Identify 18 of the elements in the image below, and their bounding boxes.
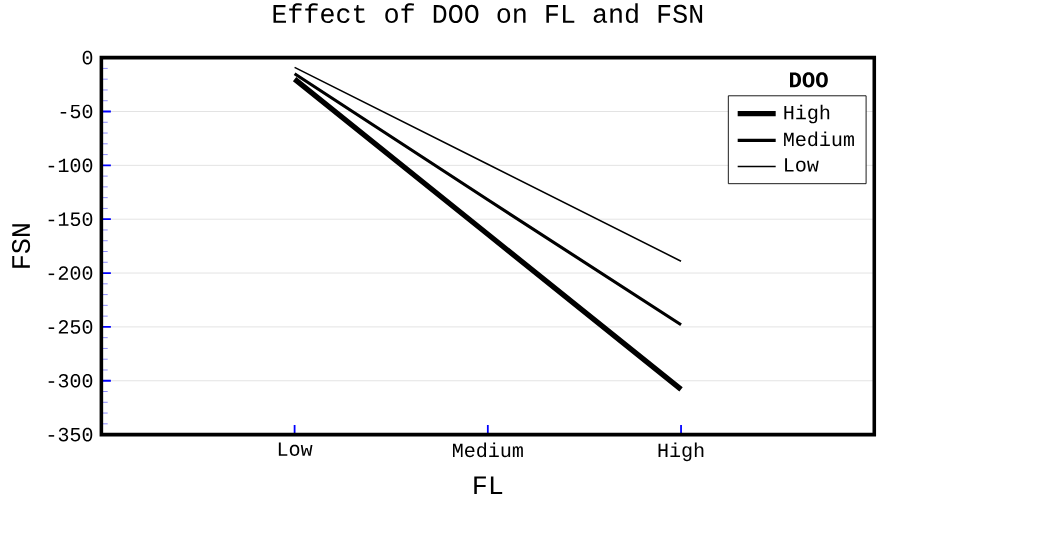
x-axis-title: FL xyxy=(474,476,503,495)
y-tick-label: -300 xyxy=(48,374,93,388)
legend-label: Low xyxy=(785,158,819,172)
y-axis-title: FSN xyxy=(11,224,31,268)
y-tick-label: -200 xyxy=(48,266,93,280)
chart-title: Effect of DOO on FL and FSN xyxy=(273,3,703,24)
y-tick-label: -150 xyxy=(48,212,93,227)
legend-title: DOO xyxy=(790,72,828,88)
y-tick-label: 0 xyxy=(82,50,93,65)
y-tick-label: -100 xyxy=(48,158,93,173)
x-tick-label: Medium xyxy=(453,442,523,458)
x-tick-label: High xyxy=(658,442,704,462)
legend-label: Medium xyxy=(784,131,854,147)
y-tick-label: -250 xyxy=(48,320,93,334)
y-tick-label: -50 xyxy=(60,104,93,119)
legend-label: High xyxy=(784,104,830,124)
x-tick-label: Low xyxy=(278,442,313,456)
y-tick-label: -350 xyxy=(48,427,93,442)
